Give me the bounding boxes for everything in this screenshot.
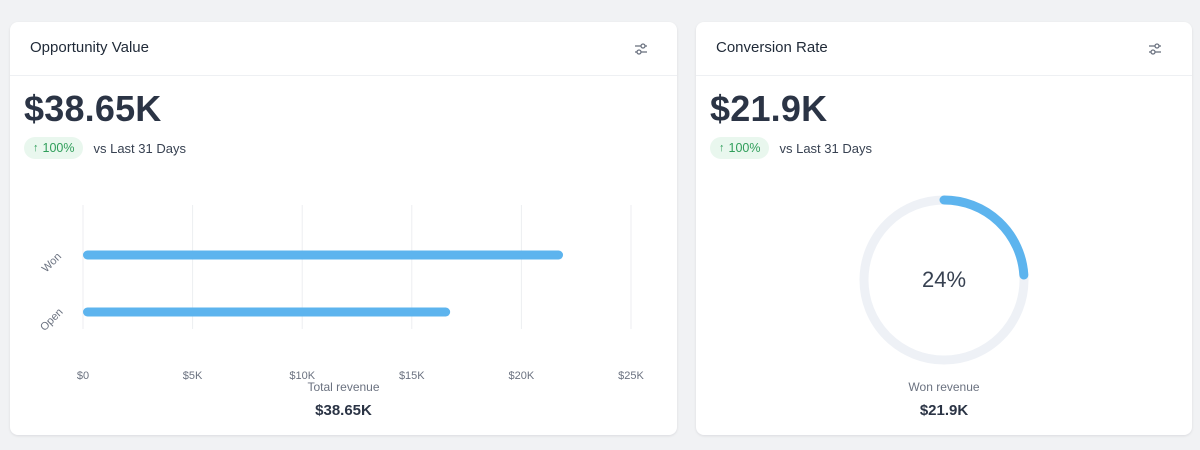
donut-center-label: 24% <box>921 267 967 292</box>
x-tick-label: $5K <box>183 370 203 382</box>
x-tick-label: $10K <box>289 370 315 382</box>
bar-open <box>83 307 451 317</box>
x-tick-label: $25K <box>618 370 644 382</box>
y-category-label: Won <box>40 251 64 275</box>
x-tick-label: $20K <box>509 370 535 382</box>
card-header: Conversion Rate <box>696 22 1192 76</box>
card-title: Opportunity Value <box>30 39 149 56</box>
total-revenue-label: Total revenue <box>307 380 380 394</box>
bar-won <box>83 250 564 260</box>
arrow-up-icon: ↑ <box>719 142 725 154</box>
trend-row: ↑ 100% vs Last 31 Days <box>710 137 872 159</box>
trend-row: ↑ 100% vs Last 31 Days <box>24 137 186 159</box>
settings-sliders-icon[interactable] <box>1146 40 1164 58</box>
donut-value-arc <box>939 195 1029 280</box>
trend-label: vs Last 31 Days <box>779 140 872 156</box>
opportunity-value: $38.65K <box>24 88 162 129</box>
won-revenue-label: Won revenue <box>908 380 980 394</box>
x-tick-label: $15K <box>399 370 425 382</box>
trend-badge: ↑ 100% <box>24 137 84 159</box>
trend-label: vs Last 31 Days <box>93 140 186 156</box>
settings-sliders-icon[interactable] <box>632 40 650 58</box>
opportunity-value-card: Opportunity Value $38.65K ↑ 100% vs Last… <box>10 22 677 435</box>
conversion-value: $21.9K <box>710 88 828 129</box>
trend-percent: 100% <box>42 141 75 155</box>
card-title: Conversion Rate <box>716 39 828 56</box>
trend-badge: ↑ 100% <box>710 137 770 159</box>
trend-percent: 100% <box>728 141 761 155</box>
conversion-donut-chart <box>859 195 1029 365</box>
card-header: Opportunity Value <box>10 22 677 76</box>
won-revenue-value: $21.9K <box>919 402 969 419</box>
total-revenue-value: $38.65K <box>315 402 372 419</box>
arrow-up-icon: ↑ <box>33 142 39 154</box>
x-tick-label: $0 <box>77 370 89 382</box>
revenue-bar-chart: $0 $5K $10K $15K $20K $25K Won Open <box>38 205 645 382</box>
conversion-rate-card: Conversion Rate $21.9K ↑ 100% vs Last 31… <box>696 22 1192 435</box>
y-category-label: Open <box>38 306 66 334</box>
